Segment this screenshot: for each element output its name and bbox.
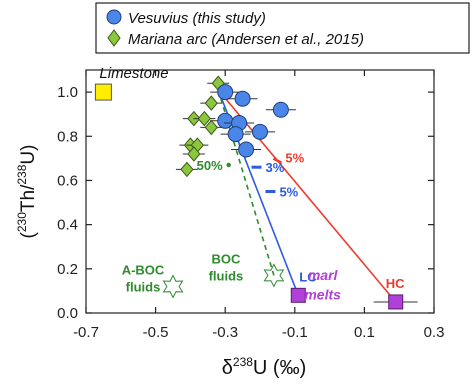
vesuvius-point [217,84,234,101]
text-part: A-BOC [122,262,165,277]
lc-square [290,287,306,303]
text-part: 230 [15,212,29,232]
x-tick-label: -0.3 [212,324,238,341]
x-tick-label: -0.7 [73,324,99,341]
legend-mariana-marker [107,29,121,47]
mixing-line-red [217,89,397,303]
x-tick-label: -0.5 [143,324,169,341]
legend: Vesuvius (this study) Mariana arc (Anders… [95,2,470,54]
vesuvius-point [272,101,289,118]
text-part: fluids [126,279,161,294]
y-tick-label: 0.8 [57,128,78,145]
lc-label: LC [299,269,317,284]
data-points [94,75,418,310]
text-part: U) [18,145,39,165]
y-tick-label: 0.6 [57,172,78,189]
marl-melts-label: marl [308,267,339,283]
limestone-label: Limestone [99,65,168,82]
plot-frame [85,69,435,314]
mariana-point [187,146,201,162]
legend-vesuvius-marker [106,9,122,25]
mariana-point [204,95,218,111]
x-tick-label: -0.1 [282,324,308,341]
text-part: fluids [209,268,244,283]
vesuvius-point [227,126,244,143]
legend-vesuvius-label: Vesuvius (this study) [128,10,266,27]
y-axis-title: (230Th/238U) [15,145,39,239]
fluid-star [162,274,184,299]
x-tick-label: 0.3 [424,324,445,341]
annotations: Limestone LC HC A-BOC fluids BOC fluids marl mel… [99,65,405,303]
text-part: BOC [211,251,241,266]
text-part: Th/ [18,184,39,212]
y-tick-label: 0.4 [57,217,78,234]
mixing-tick-green [226,162,231,168]
legend-box [95,2,470,54]
limestone-square [94,83,112,101]
y-tick-label: 0.0 [57,305,78,322]
text-part: U (‰) [253,357,306,379]
mariana-point [204,119,218,136]
y-tick-label: 1.0 [57,84,78,101]
mixing-tick-red [272,157,282,164]
hc-square [388,294,404,310]
vesuvius-point [234,90,251,107]
text-part: 238 [15,164,29,184]
fluid-star [263,263,285,288]
marl-melts-label: melts [304,287,341,303]
mariana-point [180,161,194,178]
text-part: δ [222,357,233,379]
mixing-tick-label: 5% [279,185,298,200]
mixing-tick-label: 3% [266,160,285,175]
mariana-point [197,110,211,127]
vesuvius-point [252,123,268,140]
mixing-tick-label: 5% [285,151,304,166]
hc-label: HC [386,276,405,291]
text-part: ( [18,231,39,238]
x-axis-title: δ238U (‰) [222,355,307,379]
legend-mariana-label: Mariana arc (Andersen et al., 2015) [128,31,364,48]
text-part: 238 [233,355,253,369]
x-tick-label: 0.1 [354,324,375,341]
axes: -0.7 -0.5 -0.3 -0.1 0.1 0.3 0.0 0.2 0.4 0.6 0.8 1.0… [15,69,445,379]
fluid-label: BOC fluids [209,251,244,283]
y-tick-label: 0.2 [57,261,78,278]
mixing-tick-label: 50% [197,158,223,173]
vesuvius-point [238,141,255,158]
fluid-label: A-BOC fluids [122,262,165,294]
vesuvius-point [217,112,234,129]
